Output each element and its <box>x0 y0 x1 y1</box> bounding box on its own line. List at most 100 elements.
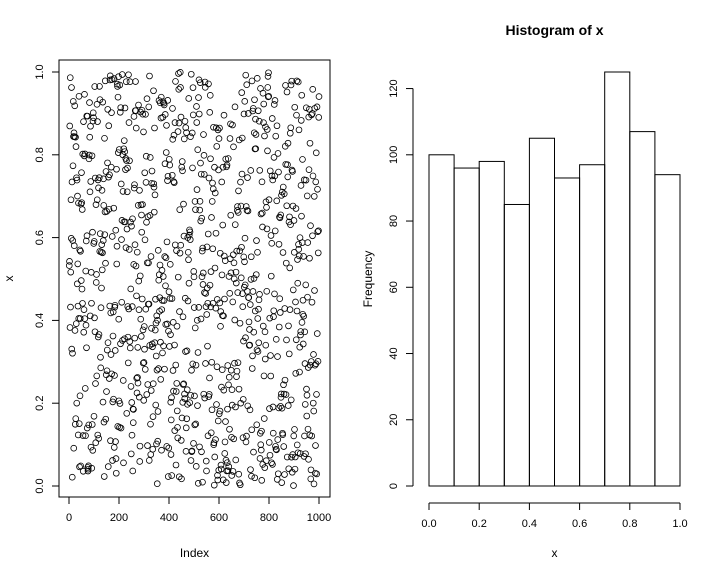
scatter-point <box>164 177 171 184</box>
scatter-x-axis-label: Index <box>180 546 209 560</box>
scatter-point <box>236 481 244 489</box>
scatter-point <box>259 461 267 468</box>
scatter-point <box>273 122 281 130</box>
scatter-point <box>76 463 83 471</box>
scatter-point <box>194 402 201 409</box>
scatter-point <box>133 248 141 256</box>
scatter-point <box>196 79 204 86</box>
scatter-point <box>261 328 269 336</box>
scatter-point <box>136 442 144 450</box>
scatter-point <box>199 269 207 277</box>
scatter-point <box>124 333 132 341</box>
scatter-point <box>216 299 224 307</box>
scatter-point <box>232 456 240 464</box>
scatter-point <box>139 359 147 367</box>
scatter-point <box>286 264 294 272</box>
scatter-point <box>294 256 301 263</box>
scatter-point <box>232 403 239 411</box>
scatter-point <box>187 133 194 141</box>
scatter-point <box>86 133 94 141</box>
scatter-point <box>71 102 79 110</box>
scatter-point <box>197 170 205 178</box>
scatter-point <box>99 398 107 406</box>
scatter-point <box>268 172 276 180</box>
scatter-point <box>310 407 318 415</box>
scatter-x-tick-label: 400 <box>160 512 178 524</box>
histogram-bar <box>528 137 556 487</box>
scatter-point <box>280 381 287 389</box>
scatter-point <box>166 295 174 302</box>
scatter-point <box>268 459 275 467</box>
scatter-point <box>211 163 218 171</box>
scatter-point <box>227 366 235 374</box>
scatter-point <box>151 191 159 199</box>
scatter-point <box>125 119 133 126</box>
scatter-point <box>210 439 218 447</box>
scatter-point <box>270 154 278 161</box>
scatter-point <box>260 100 268 108</box>
scatter-point <box>236 247 244 255</box>
scatter-point <box>231 359 238 367</box>
scatter-point <box>99 237 107 244</box>
scatter-x-tick-label: 600 <box>210 512 228 524</box>
scatter-point <box>150 208 158 216</box>
scatter-point <box>207 155 214 163</box>
scatter-point <box>67 235 75 242</box>
scatter-point <box>65 262 73 269</box>
scatter-point <box>202 360 209 367</box>
scatter-point <box>248 77 256 85</box>
scatter-point <box>198 214 206 222</box>
scatter-point <box>266 314 274 322</box>
scatter-point <box>308 110 316 117</box>
scatter-point <box>242 203 250 210</box>
scatter-point <box>81 150 89 158</box>
histogram-x-tick-label: 0.4 <box>522 518 537 530</box>
scatter-point <box>267 372 275 380</box>
scatter-point <box>189 360 197 368</box>
scatter-point <box>282 82 289 89</box>
scatter-point <box>176 308 183 315</box>
histogram-x-axis-label: x <box>552 546 558 560</box>
scatter-point <box>189 84 197 91</box>
scatter-point <box>167 416 175 424</box>
scatter-point <box>240 110 248 118</box>
scatter-point <box>248 472 255 480</box>
scatter-point <box>274 353 281 360</box>
scatter-point <box>206 374 213 382</box>
scatter-point <box>83 344 90 352</box>
scatter-point <box>233 367 241 375</box>
scatter-point <box>74 260 82 268</box>
scatter-point <box>236 319 244 327</box>
scatter-point <box>134 379 142 387</box>
scatter-point <box>120 137 128 144</box>
scatter-point <box>162 254 170 262</box>
scatter-point <box>233 247 241 255</box>
scatter-point <box>157 338 164 346</box>
scatter-point <box>246 341 254 349</box>
scatter-point <box>178 475 185 483</box>
scatter-point <box>210 481 218 489</box>
scatter-point <box>112 226 120 234</box>
scatter-point <box>110 204 118 212</box>
scatter-point <box>303 192 311 200</box>
scatter-point <box>104 106 112 113</box>
scatter-point <box>75 420 83 427</box>
scatter-point <box>189 164 196 172</box>
scatter-point <box>237 202 245 210</box>
histogram-y-axis-label: Frequency <box>361 251 375 308</box>
scatter-point <box>136 458 144 465</box>
scatter-point <box>281 305 289 312</box>
scatter-point <box>126 78 134 85</box>
scatter-point <box>218 366 226 374</box>
scatter-point <box>265 93 273 100</box>
histogram-bar <box>428 154 455 487</box>
scatter-point <box>81 91 88 98</box>
scatter-point <box>260 415 268 422</box>
scatter-point <box>231 221 239 228</box>
scatter-point <box>221 438 229 446</box>
scatter-x-tick-label: 800 <box>260 512 278 524</box>
scatter-point <box>163 238 171 246</box>
scatter-point <box>233 373 240 380</box>
scatter-point <box>109 308 117 316</box>
scatter-y-tick-label: 0.6 <box>34 230 46 245</box>
